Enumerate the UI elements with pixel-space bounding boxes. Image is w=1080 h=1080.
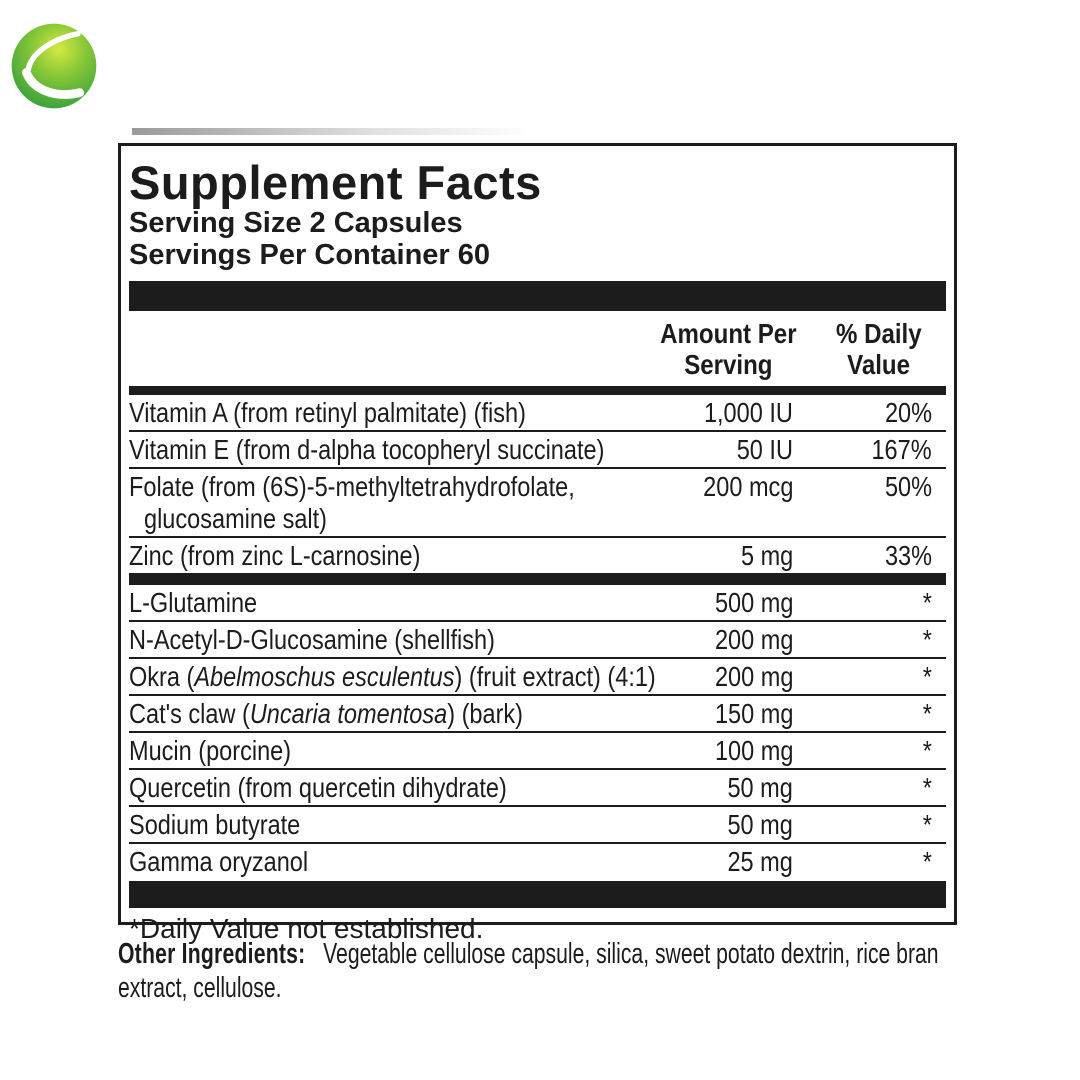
amount-per-serving-value: 50 mg [727,772,793,804]
daily-value-percent: 33% [884,540,932,572]
ingredient-name: Gamma oryzanol [129,846,309,878]
ingredient-name: Okra (Abelmoschus esculentus) (fruit ext… [129,661,656,693]
daily-value-footnote: *Daily Value not established. [129,913,484,945]
brand-logo [8,20,100,112]
daily-value-percent: * [922,846,932,878]
facts-table: Vitamin A (from retinyl palmitate) (fish… [129,395,946,879]
ingredient-name: Folate (from (6S)-5-methyltetrahydrofola… [129,471,575,535]
top-separator-bar [129,280,946,311]
amount-per-serving-value: 100 mg [714,735,793,767]
daily-value-percent: * [922,772,932,804]
amount-per-serving-value: 200 mg [714,661,793,693]
daily-value-percent: * [922,809,932,841]
amount-per-serving-value: 50 mg [727,809,793,841]
amount-per-serving-value: 200 mcg [702,471,793,503]
ingredient-name: Quercetin (from quercetin dihydrate) [129,772,507,804]
column-header-row: Amount Per Serving % Daily Value [129,311,946,387]
bottom-separator-bar [129,881,946,909]
other-ingredients-line2: extract, cellulose. [118,972,939,1006]
table-row: Zinc (from zinc L-carnosine) 5 mg 33% [129,538,946,573]
amount-per-serving-value: 1,000 IU [704,397,793,429]
other-ingredients-label: Other Ingredients: [118,938,306,970]
daily-value-percent: * [922,624,932,656]
servings-per-container-line: Servings Per Container 60 [129,238,491,271]
amount-per-serving-header: Amount Per Serving [660,317,797,380]
supplement-facts-panel: Supplement Facts Serving Size 2 Capsules… [118,143,957,944]
table-row: Okra (Abelmoschus esculentus) (fruit ext… [129,659,946,697]
daily-value-percent: * [922,735,932,767]
amount-per-serving-value: 200 mg [714,624,793,656]
table-row: N-Acetyl-D-Glucosamine (shellfish) 200 mg… [129,622,946,660]
table-row: Vitamin E (from d-alpha tocopheryl succi… [129,432,946,470]
table-row: Sodium butyrate 50 mg * [129,807,946,845]
table-row: Folate (from (6S)-5-methyltetrahydrofola… [129,469,946,539]
percent-daily-value-header: % Daily Value [835,317,922,380]
daily-value-percent: * [922,587,932,619]
serving-size-line: Serving Size 2 Capsules [129,206,463,239]
daily-value-percent: * [922,698,932,730]
ingredient-name: Mucin (porcine) [129,735,292,767]
ingredient-name: L-Glutamine [129,587,258,619]
amount-per-serving-value: 150 mg [714,698,793,730]
daily-value-percent: 20% [884,397,932,429]
ingredient-name: Zinc (from zinc L-carnosine) [129,540,421,572]
table-row: Quercetin (from quercetin dihydrate) 50 m… [129,770,946,808]
other-ingredients-body2: extract, cellulose. [118,971,282,1004]
daily-value-percent: 167% [871,434,932,466]
table-row: Mucin (porcine) 100 mg * [129,733,946,771]
amount-per-serving-value: 50 IU [736,434,793,466]
ingredient-name: Cat's claw (Uncaria tomentosa) (bark) [129,698,524,730]
ingredient-name: N-Acetyl-D-Glucosamine (shellfish) [129,624,495,656]
ingredient-name: Sodium butyrate [129,809,301,841]
header-separator-bar [129,386,946,396]
green-sphere-swoosh-icon [11,23,97,109]
other-ingredients-body1: Vegetable cellulose capsule, silica, swe… [323,938,939,970]
supplement-facts-title: Supplement Facts [129,156,542,209]
amount-per-serving-value: 25 mg [727,846,793,878]
table-row: Cat's claw (Uncaria tomentosa) (bark) 150… [129,696,946,734]
section-divider-bar [129,573,946,586]
table-row: L-Glutamine 500 mg * [129,585,946,623]
other-ingredients-line1: Other Ingredients: Vegetable cellulose c… [118,938,939,972]
table-row: Vitamin A (from retinyl palmitate) (fish… [129,395,946,433]
ingredient-name: Vitamin E (from d-alpha tocopheryl succi… [129,434,605,466]
table-row: Gamma oryzanol 25 mg * [129,844,946,879]
amount-per-serving-value: 500 mg [714,587,793,619]
other-ingredients-text: Other Ingredients: Vegetable cellulose c… [118,938,939,1005]
daily-value-percent: * [922,661,932,693]
amount-per-serving-value: 5 mg [740,540,793,572]
print-artifact [132,128,532,135]
daily-value-percent: 50% [884,471,932,503]
ingredient-name: Vitamin A (from retinyl palmitate) (fish… [129,397,526,429]
